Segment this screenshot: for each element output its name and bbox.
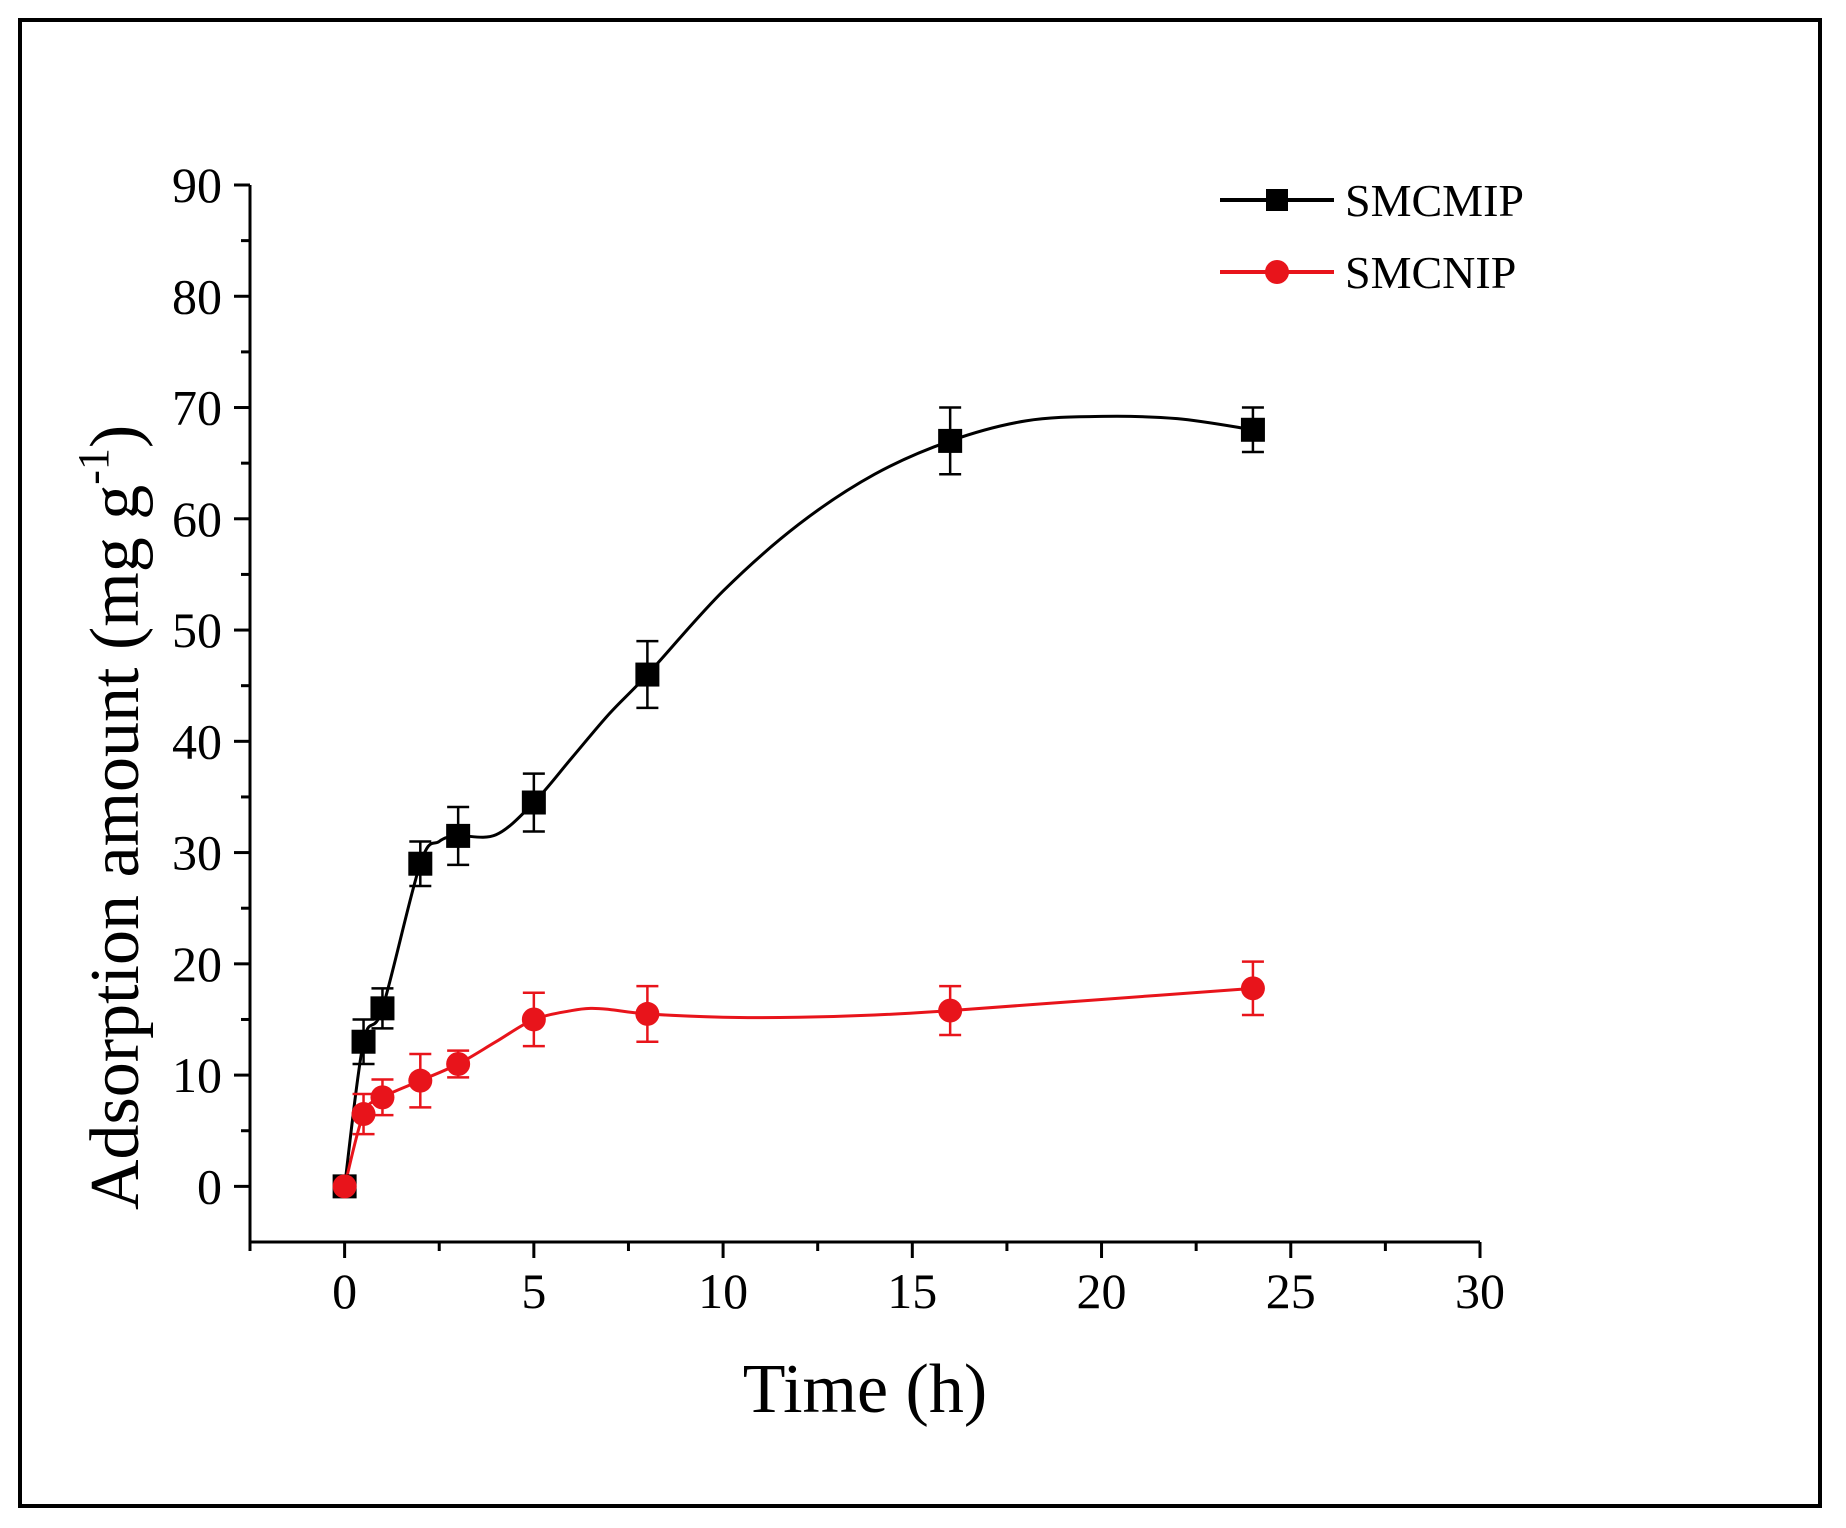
y-tick-label-70: 70 bbox=[172, 380, 222, 436]
marker-smcnip-7 bbox=[938, 998, 963, 1023]
x-axis-title: Time (h) bbox=[743, 1351, 987, 1428]
marker-smcmip-5 bbox=[521, 790, 546, 815]
marker-smcnip-2 bbox=[370, 1085, 395, 1110]
x-tick-label-20: 20 bbox=[1077, 1263, 1127, 1319]
y-tick-label-50: 50 bbox=[172, 602, 222, 658]
marker-smcmip-8 bbox=[1240, 417, 1265, 442]
error-bars bbox=[352, 406, 1264, 1136]
marker-smcmip-1 bbox=[351, 1029, 376, 1054]
curve-smcnip bbox=[343, 986, 1254, 1187]
x-tick-label-10: 10 bbox=[698, 1263, 748, 1319]
y-tick-label-10: 10 bbox=[172, 1047, 222, 1103]
x-tick-label-30: 30 bbox=[1455, 1263, 1505, 1319]
y-axis-title-sup: -1 bbox=[69, 448, 118, 485]
curve-smcmip bbox=[343, 414, 1254, 1187]
marker-smcmip-4 bbox=[446, 823, 471, 848]
marker-smcnip-5 bbox=[521, 1007, 546, 1032]
fitted-curves bbox=[343, 414, 1254, 1187]
marker-smcmip-3 bbox=[408, 851, 433, 876]
marker-smcnip-1 bbox=[351, 1102, 376, 1127]
marker-smcnip-0 bbox=[332, 1174, 357, 1199]
marker-smcmip-6 bbox=[635, 662, 660, 687]
x-tick-label-5: 5 bbox=[521, 1263, 546, 1319]
legend-marker-smcmip bbox=[1266, 189, 1288, 211]
legend-label-smcmip: SMCMIP bbox=[1345, 175, 1524, 226]
y-tick-label-80: 80 bbox=[172, 268, 222, 324]
y-tick-label-30: 30 bbox=[172, 825, 222, 881]
marker-smcnip-4 bbox=[446, 1051, 471, 1076]
legend-item-smcmip: SMCMIP bbox=[1220, 175, 1524, 226]
marker-smcmip-7 bbox=[938, 428, 963, 453]
y-axis-title: Adsorption amount (mg g-1) bbox=[69, 425, 154, 1210]
x-tick-label-0: 0 bbox=[332, 1263, 357, 1319]
marker-smcnip-8 bbox=[1240, 976, 1265, 1001]
figure-frame bbox=[18, 18, 1822, 1508]
y-axis-title-main: Adsorption amount (mg g bbox=[77, 485, 154, 1210]
marker-smcnip-6 bbox=[635, 1001, 660, 1026]
y-tick-label-60: 60 bbox=[172, 491, 222, 547]
data-markers bbox=[332, 417, 1265, 1199]
legend-label-smcnip: SMCNIP bbox=[1345, 247, 1516, 298]
y-tick-label-20: 20 bbox=[172, 936, 222, 992]
marker-smcmip-2 bbox=[370, 996, 395, 1021]
y-tick-label-40: 40 bbox=[172, 713, 222, 769]
legend: SMCMIP SMCNIP bbox=[1220, 175, 1524, 298]
x-tick-label-15: 15 bbox=[887, 1263, 937, 1319]
y-axis-title-close: ) bbox=[77, 425, 154, 448]
legend-item-smcnip: SMCNIP bbox=[1220, 247, 1516, 298]
tick-labels: 0 10 20 30 40 50 60 70 80 90 0 5 10 15 20 25 30 bbox=[172, 157, 1505, 1319]
marker-smcnip-3 bbox=[408, 1068, 433, 1093]
y-tick-label-90: 90 bbox=[172, 157, 222, 213]
y-tick-label-0: 0 bbox=[197, 1158, 222, 1214]
axes bbox=[234, 183, 1482, 1258]
x-tick-label-25: 25 bbox=[1266, 1263, 1316, 1319]
legend-marker-smcnip bbox=[1265, 260, 1289, 284]
